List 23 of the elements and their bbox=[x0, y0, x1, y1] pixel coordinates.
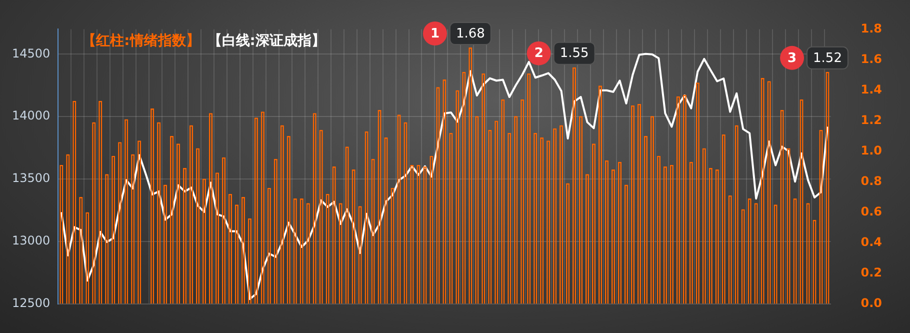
y2-tick-label: 1.0 bbox=[860, 143, 882, 158]
y2-tick-label: 0.8 bbox=[860, 174, 882, 188]
data-label: 1.55 bbox=[560, 46, 589, 62]
data-label: 1.68 bbox=[456, 26, 485, 42]
data-label: 1.52 bbox=[813, 50, 842, 66]
y2-tick-label: 0.0 bbox=[860, 296, 882, 310]
text: 【白线:深证成指】 bbox=[208, 32, 326, 49]
y2-tick-label: 1.4 bbox=[860, 82, 882, 96]
y-tick-label: 14000 bbox=[12, 108, 50, 123]
y-tick-label: 14500 bbox=[12, 46, 50, 60]
y2-tick-label: 1.8 bbox=[860, 21, 882, 36]
y2-tick-label: 1.2 bbox=[860, 112, 882, 127]
y2-tick-label: 0.2 bbox=[860, 265, 882, 280]
y2-tick-label: 1.6 bbox=[860, 52, 882, 66]
y2-tick-label: 0.4 bbox=[860, 234, 882, 249]
annotation: 1 bbox=[430, 26, 440, 42]
annotation: 2 bbox=[534, 46, 544, 62]
y-tick-label: 13500 bbox=[12, 171, 50, 186]
text: 【红柱:情绪指数】 bbox=[82, 32, 200, 49]
y-tick-label: 13000 bbox=[12, 234, 50, 248]
annotation: 3 bbox=[788, 50, 797, 66]
y2-tick-label: 0.6 bbox=[860, 204, 882, 218]
y-tick-label: 12500 bbox=[12, 296, 50, 310]
